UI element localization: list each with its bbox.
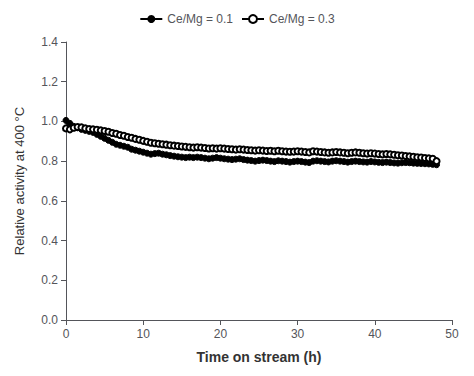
svg-text:Relative activity at 400 °C: Relative activity at 400 °C — [12, 107, 27, 255]
svg-text:0.2: 0.2 — [41, 273, 58, 287]
svg-text:30: 30 — [291, 327, 305, 341]
svg-text:Time on stream (h): Time on stream (h) — [197, 349, 322, 365]
svg-text:20: 20 — [214, 327, 228, 341]
svg-text:0.8: 0.8 — [41, 154, 58, 168]
svg-text:1.2: 1.2 — [41, 75, 58, 89]
svg-text:10: 10 — [137, 327, 151, 341]
svg-text:40: 40 — [368, 327, 382, 341]
svg-text:0.0: 0.0 — [41, 313, 58, 327]
svg-text:Ce/Mg = 0.1: Ce/Mg = 0.1 — [167, 12, 233, 26]
svg-text:1.0: 1.0 — [41, 114, 58, 128]
svg-text:0.4: 0.4 — [41, 234, 58, 248]
svg-text:0: 0 — [63, 327, 70, 341]
svg-text:Ce/Mg = 0.3: Ce/Mg = 0.3 — [269, 12, 335, 26]
svg-text:0.6: 0.6 — [41, 194, 58, 208]
svg-text:1.4: 1.4 — [41, 35, 58, 49]
svg-text:50: 50 — [445, 327, 459, 341]
